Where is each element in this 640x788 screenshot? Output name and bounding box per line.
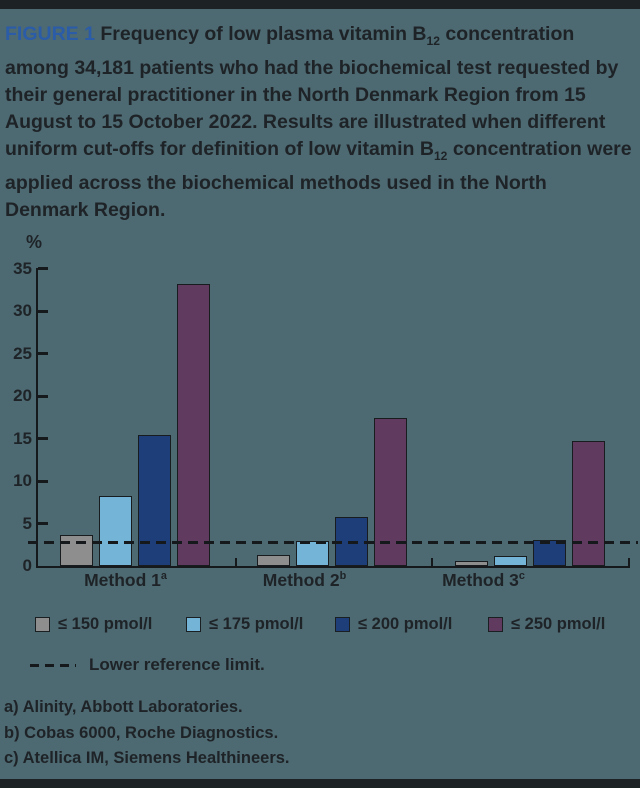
category-superscript: c: [518, 570, 525, 583]
y-tick-label: 10: [13, 471, 32, 491]
category-superscript: b: [339, 570, 347, 583]
footnotes: a) Alinity, Abbott Laboratories. b) Coba…: [4, 695, 290, 772]
x-category-label: Method 2b: [262, 570, 347, 590]
y-tick-mark: [38, 479, 48, 483]
figure-caption: FIGURE 1 Frequency of low plasma vitamin…: [5, 21, 635, 224]
y-tick-label: 0: [22, 556, 32, 575]
caption-subscript-2: 12: [433, 148, 448, 163]
footnote-line: b) Cobas 6000, Roche Diagnostics.: [4, 723, 279, 742]
reference-legend-label: Lower reference limit.: [89, 655, 265, 674]
category-superscript: a: [160, 570, 167, 583]
y-tick-label: 15: [13, 428, 32, 448]
y-tick-mark: [38, 437, 48, 441]
bar: [296, 541, 329, 566]
legend-label: ≤ 175 pmol/l: [209, 614, 304, 633]
footnote-line: c) Atellica IM, Siemens Healthineers.: [4, 749, 290, 767]
bar: [455, 561, 488, 566]
top-border-bar: [0, 0, 640, 9]
y-tick-label: 20: [13, 386, 32, 406]
y-tick-label: 35: [13, 258, 32, 278]
legend-label: ≤ 150 pmol/l: [58, 614, 153, 633]
caption-text-1: Frequency of low plasma vitamin B: [94, 23, 427, 45]
bar: [494, 556, 527, 566]
y-tick-mark: [38, 267, 48, 271]
y-axis-unit-label: %: [26, 232, 43, 252]
caption-subscript-1: 12: [426, 33, 440, 48]
legend-swatch: [35, 616, 50, 632]
reference-line-sample: [30, 663, 76, 667]
figure-label: FIGURE 1: [5, 23, 95, 45]
y-tick-mark: [38, 522, 48, 525]
bar: [374, 418, 407, 566]
x-tick-mark: [628, 558, 630, 566]
legend-item: ≤ 150 pmol/l: [35, 615, 152, 633]
legend-label: ≤ 250 pmol/l: [511, 614, 606, 633]
bar: [533, 540, 566, 566]
x-category-labels: Method 1a Method 2b Method 3c: [36, 570, 573, 591]
caption-text-3: concentration were applied across the bi…: [5, 137, 632, 221]
x-category-label: Method 1a: [84, 570, 167, 590]
caption-text-2: concentration among 34,181 patients who …: [5, 23, 619, 160]
legend-item: ≤ 175 pmol/l: [186, 615, 303, 633]
legend-swatch: [488, 616, 503, 632]
bottom-border-bar: [0, 779, 640, 788]
x-tick-mark: [235, 558, 237, 566]
y-tick-mark: [38, 309, 48, 313]
plot-area: 0 5 10 15 20 25 30 35: [13, 259, 630, 575]
bar: [138, 435, 171, 566]
bar: [572, 441, 605, 566]
bar: [257, 555, 290, 566]
y-tick-mark: [38, 352, 48, 356]
y-tick-label: 30: [13, 301, 32, 321]
reference-dashed-line: [28, 540, 638, 544]
bar: [99, 496, 132, 566]
bar-cluster: [455, 441, 605, 566]
x-tick-mark: [431, 558, 433, 566]
legend-swatch: [186, 616, 201, 632]
bar-cluster: [60, 284, 210, 566]
legend-label: ≤ 200 pmol/l: [358, 614, 453, 633]
y-tick-mark: [38, 394, 48, 398]
footnote-line: a) Alinity, Abbott Laboratories.: [4, 698, 243, 716]
legend-item: ≤ 200 pmol/l: [335, 615, 452, 633]
bar: [60, 535, 93, 566]
bar: [177, 284, 210, 566]
bar-cluster: [257, 418, 407, 566]
x-category-label: Method 3c: [442, 570, 525, 590]
reference-legend-item: Lower reference limit.: [30, 655, 265, 674]
legend-swatch: [335, 616, 350, 632]
y-tick-label: 5: [22, 513, 32, 533]
legend-item: ≤ 250 pmol/l: [488, 615, 605, 633]
y-tick-label: 25: [13, 343, 32, 363]
